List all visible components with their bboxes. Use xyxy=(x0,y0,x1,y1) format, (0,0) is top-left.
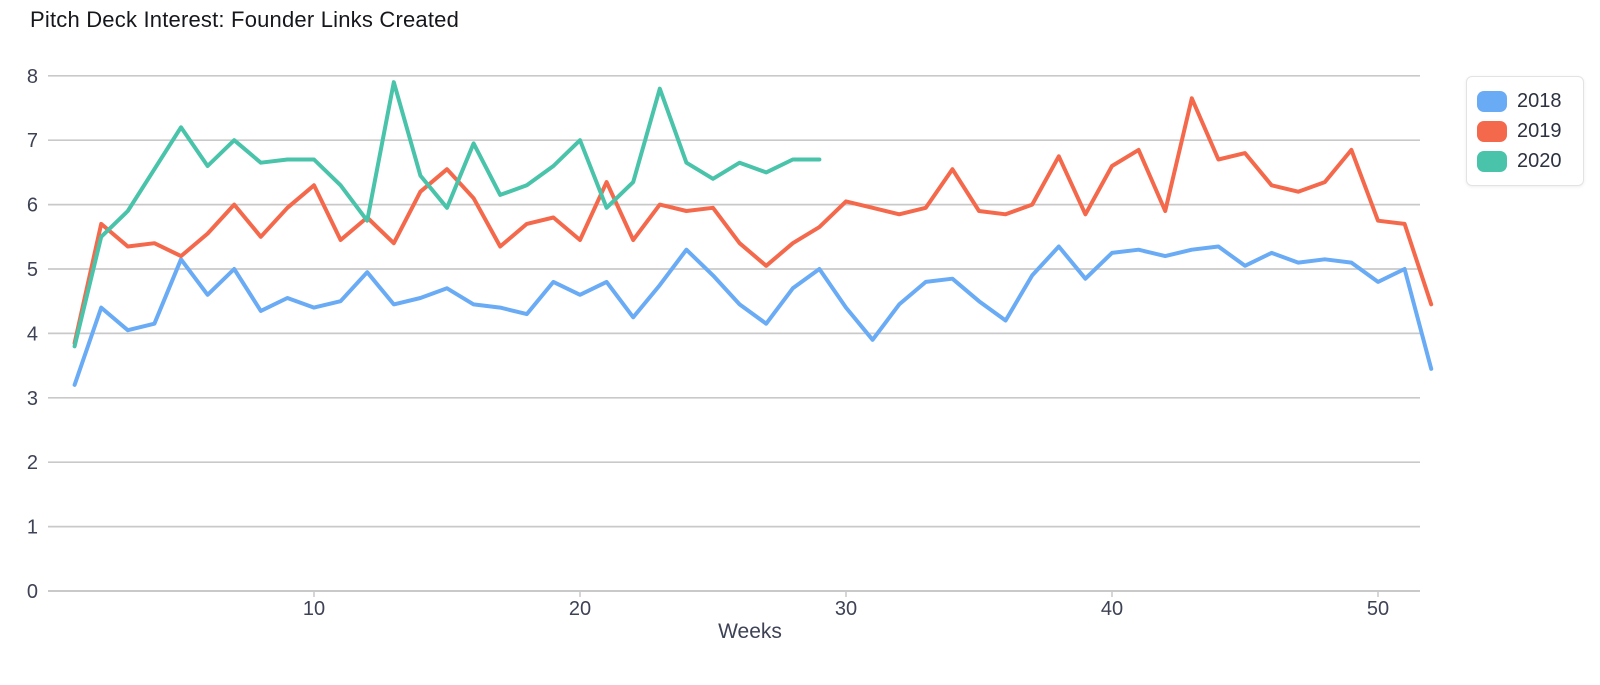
x-tick-label-20: 20 xyxy=(569,598,591,620)
series-line-2020 xyxy=(72,80,822,349)
x-tick-label-30: 30 xyxy=(835,598,857,620)
legend-item-2019[interactable]: 2019 xyxy=(1477,116,1573,146)
y-tick-label-5: 5 xyxy=(27,259,38,281)
y-tick-label-7: 7 xyxy=(27,130,38,152)
series-line-2019 xyxy=(72,96,1434,346)
x-axis-label: Weeks xyxy=(718,620,782,643)
legend-label-2020: 2020 xyxy=(1517,149,1562,172)
x-tick-label-10: 10 xyxy=(303,598,325,620)
x-tick-label-50: 50 xyxy=(1367,598,1389,620)
y-tick-label-3: 3 xyxy=(27,388,38,410)
y-tick-label-4: 4 xyxy=(27,323,38,345)
legend-label-2018: 2018 xyxy=(1517,89,1562,112)
y-tick-label-2: 2 xyxy=(27,452,38,474)
legend-swatch-2018-icon xyxy=(1477,90,1507,112)
legend-label-2019: 2019 xyxy=(1517,119,1562,142)
chart-title: Pitch Deck Interest: Founder Links Creat… xyxy=(30,7,460,32)
legend-swatch-2020-icon xyxy=(1477,150,1507,172)
y-tick-label-8: 8 xyxy=(27,66,38,88)
x-tick-label-40: 40 xyxy=(1101,598,1123,620)
legend-item-2020[interactable]: 2020 xyxy=(1477,146,1573,176)
y-tick-label-1: 1 xyxy=(27,517,38,539)
y-tick-label-0: 0 xyxy=(27,581,38,603)
legend-box: 2018 2019 2020 xyxy=(1466,76,1584,186)
legend-item-2018[interactable]: 2018 xyxy=(1477,86,1573,116)
legend-swatch-2019-icon xyxy=(1477,120,1507,142)
series-line-2018 xyxy=(72,244,1434,387)
y-tick-label-6: 6 xyxy=(27,195,38,217)
